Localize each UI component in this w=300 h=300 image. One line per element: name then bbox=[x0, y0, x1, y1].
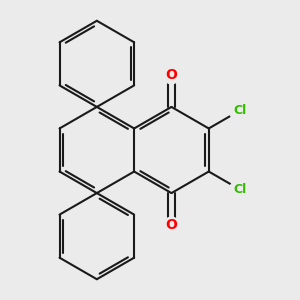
Text: Cl: Cl bbox=[234, 183, 247, 196]
Text: Cl: Cl bbox=[234, 104, 247, 117]
Text: O: O bbox=[166, 218, 177, 233]
Text: O: O bbox=[166, 68, 177, 82]
